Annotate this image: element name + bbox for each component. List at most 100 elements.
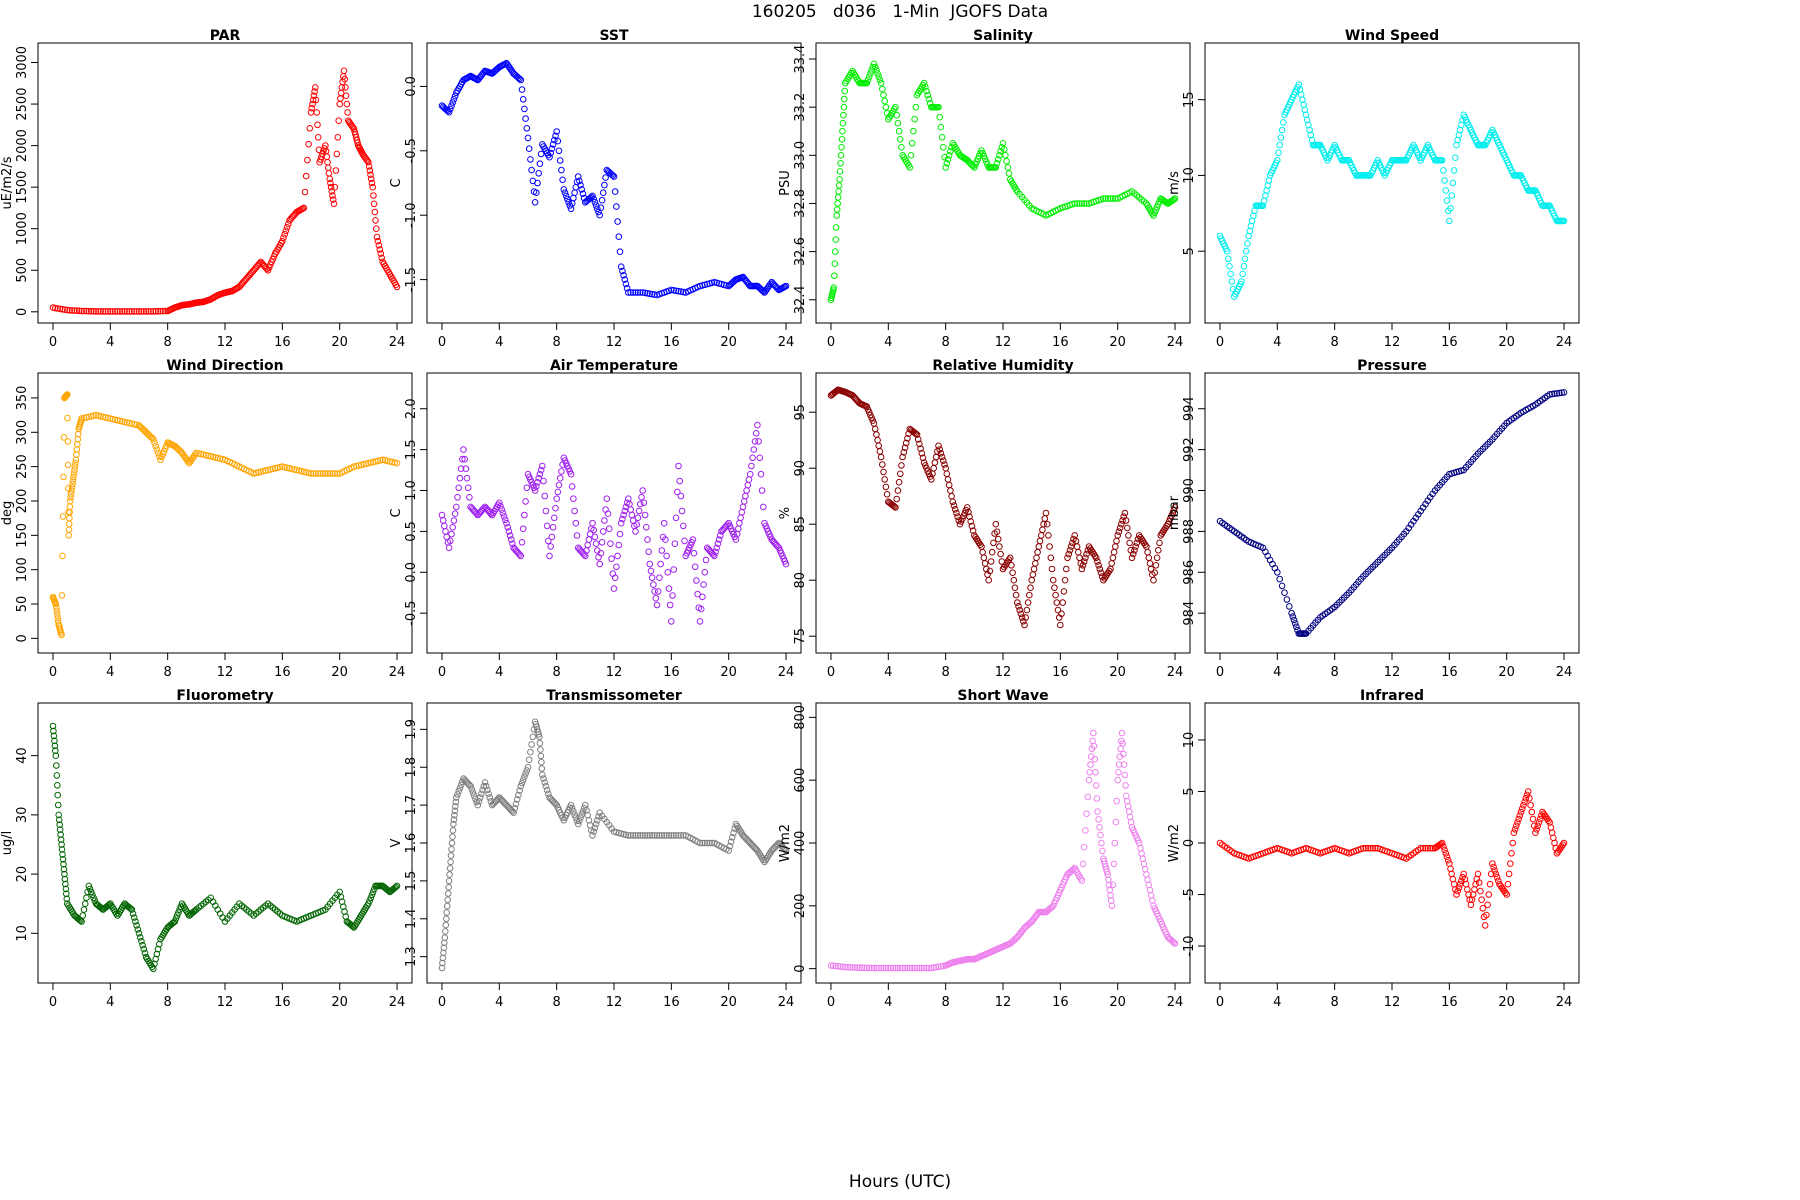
data-point [89,891,96,899]
data-point [280,234,287,241]
data-point [881,97,889,105]
data-point [638,494,645,501]
data-point [1143,871,1150,878]
panel-relative-humidity: Relative Humidity 0 4 8 12 16 20 24 75 80 85 90 95% [778,358,1191,680]
data-point [1453,891,1460,898]
data-point [912,430,920,438]
data-point [614,552,621,560]
data-point [608,555,615,563]
y-tick-label: 2.0 [404,398,419,419]
data-point [726,842,734,850]
data-point [377,250,385,257]
data-point [480,504,488,512]
data-point [1546,391,1553,398]
data-point [133,308,140,315]
x-tick-label: 0 [438,995,446,1010]
data-point [375,242,383,249]
data-point [1052,591,1059,599]
data-point [142,308,150,315]
data-point [994,156,1002,163]
data-point [574,173,582,180]
data-point [907,152,915,159]
data-point [899,964,906,972]
y-tick-label: 1.5 [404,439,419,460]
data-point [1504,880,1512,888]
x-tick-label: 12 [1384,995,1401,1010]
data-point [393,283,401,291]
y-tick-label: 2000 [15,129,30,162]
data-point [553,128,561,135]
plot-frame [815,42,1191,324]
data-point [128,308,136,315]
data-point [360,461,367,468]
data-point [652,594,660,602]
data-point [883,491,891,498]
data-point [901,444,909,452]
y-axis-label: C [389,508,404,517]
data-point [1090,729,1097,737]
x-tick-label: 0 [438,665,446,680]
data-point [173,912,181,919]
data-point [1477,887,1484,895]
data-point [1223,247,1231,255]
data-point [55,811,63,819]
data-point [510,809,517,817]
data-point [979,548,987,556]
data-point [668,832,675,839]
data-point [1085,776,1093,784]
data-point [450,96,458,103]
data-point [539,771,546,779]
data-point [445,108,453,116]
data-point [894,119,902,127]
x-tick-label: 4 [884,665,892,680]
data-point [449,524,457,531]
data-point [1121,771,1129,779]
data-point [694,590,701,598]
x-tick-label: 20 [720,335,737,350]
data-point [571,811,578,818]
data-point [990,539,997,547]
data-point [932,453,940,461]
data-point [66,503,74,511]
data-point [584,541,592,549]
data-point [992,520,1000,528]
y-tick-label: 10 [15,925,30,942]
data-point [152,308,159,315]
data-point [1426,844,1434,852]
data-point [1121,509,1129,517]
data-point [840,111,847,119]
data-point [502,516,509,524]
y-tick-label: -0.5 [404,138,419,163]
data-point [865,964,873,972]
data-point [1551,390,1558,398]
data-point [1079,562,1087,569]
data-point [283,224,291,231]
data-point [90,894,97,902]
data-point [365,158,372,166]
data-point [627,832,635,839]
data-point [319,470,327,477]
data-point [1113,537,1120,545]
data-point [1097,569,1105,577]
y-tick-label: 90 [793,460,808,477]
x-tick-label: 12 [217,665,234,680]
data-point [966,513,973,521]
data-point [331,470,339,477]
data-point [140,945,148,953]
data-point [752,430,760,437]
data-point [675,832,682,839]
data-point [832,248,839,255]
x-tick-label: 16 [663,995,680,1010]
data-point [78,415,85,422]
data-point [1153,554,1161,562]
data-point [1108,902,1116,910]
data-point [59,856,67,863]
data-point [993,528,1001,536]
y-tick-label: 994 [1182,396,1197,421]
data-point [1486,880,1494,888]
data-point [664,569,672,576]
data-point [1093,795,1101,802]
x-tick-label: 20 [1498,995,1515,1010]
data-point [988,548,996,556]
data-point [736,519,743,527]
